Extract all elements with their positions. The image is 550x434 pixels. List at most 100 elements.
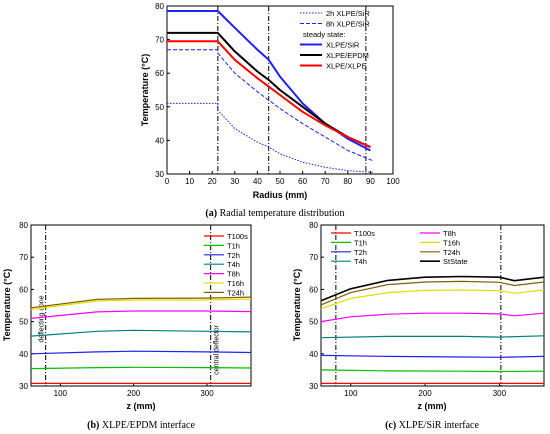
a-xtick-label: 20 (208, 177, 217, 186)
c-ytick-label: 40 (309, 350, 318, 359)
b-series-line (30, 296, 252, 309)
c-series-line (320, 280, 545, 306)
b-ytick-label: 80 (19, 221, 28, 230)
a-caption-text: Radial temperature distribution (217, 208, 344, 219)
c-series-line (320, 289, 545, 310)
b-series-line (30, 366, 252, 370)
a-caption: (a) Radial temperature distribution (205, 208, 344, 219)
c-series-line (320, 354, 545, 358)
c-legend-label: T100s (354, 229, 375, 238)
b-ytick-label: 70 (19, 253, 28, 262)
a-ytick-label: 40 (155, 136, 164, 145)
a-xlabel: Radius (mm) (253, 190, 308, 200)
c-legend-label: T4h (354, 257, 367, 266)
a-xtick-label: 90 (366, 177, 375, 186)
b-legend-label: T2h (227, 251, 240, 260)
c-xtick-label: 200 (418, 389, 432, 398)
b-vline-label: deflecting cone (39, 295, 46, 342)
b-xtick-label: 300 (200, 389, 214, 398)
a-xtick-label: 10 (185, 177, 194, 186)
c-series-line (320, 312, 545, 323)
c-ytick-label: 80 (309, 221, 318, 230)
b-series-line (30, 329, 252, 337)
b-ylabel: Temperature (°C) (2, 269, 12, 341)
c-xlabel: z (mm) (418, 401, 447, 411)
a-caption-letter: (a) (205, 208, 217, 219)
a-ylabel: Temperature (°C) (140, 54, 150, 126)
c-ytick-label: 70 (309, 253, 318, 262)
plot-frame-c (320, 224, 545, 387)
b-legend-label: T4h (227, 260, 240, 269)
panel-a: 0 10 20 30 40 50 60 70 80 90 100 30 40 50 60 70 80 2h XL… (140, 2, 400, 219)
a-xtick-label: 50 (276, 177, 285, 186)
c-ytick-label: 60 (309, 285, 318, 294)
b-xlabel: z (mm) (127, 401, 156, 411)
c-caption-text: XLPE/SiR interface (396, 420, 479, 431)
b-legend-label: T8h (227, 270, 240, 279)
a-xtick-label: 0 (165, 177, 170, 186)
a-tick-group: 0 10 20 30 40 50 60 70 80 90 100 30 40 50 60 70 80 (155, 2, 400, 186)
b-series-line (30, 298, 252, 310)
b-ytick-label: 60 (19, 285, 28, 294)
a-legend-label: XLPE/SiR (326, 41, 360, 50)
a-ytick-label: 60 (155, 69, 164, 78)
c-ytick-label: 50 (309, 318, 318, 327)
a-xtick-label: 30 (230, 177, 239, 186)
a-legend-label: 2h XLPE/SiR (326, 9, 370, 18)
b-legend-label: T24h (227, 288, 244, 297)
b-legend-label: T1h (227, 241, 240, 250)
b-caption-letter: (b) (87, 420, 99, 431)
a-series-group (167, 10, 373, 173)
a-ytick-label: 70 (155, 36, 164, 45)
c-caption: (c) XLPE/SiR interface (385, 420, 479, 431)
a-ytick-label: 80 (155, 2, 164, 11)
b-xtick-label: 100 (54, 389, 68, 398)
b-legend-label: T100s (227, 232, 248, 241)
b-ytick-label: 40 (19, 350, 28, 359)
b-caption-text: XLPE/EPDM interface (99, 420, 195, 431)
c-series-group (320, 275, 545, 384)
plot-frame-b (30, 224, 252, 387)
b-xtick-label: 200 (127, 389, 141, 398)
c-series-line (320, 335, 545, 339)
b-caption: (b) XLPE/EPDM interface (87, 420, 195, 431)
c-legend-label: T1h (354, 238, 367, 247)
a-series-line (167, 102, 373, 173)
c-vline-group (335, 225, 502, 386)
a-legend-label: 8h XLPE/SiR (326, 20, 370, 29)
a-xtick-label: 70 (321, 177, 330, 186)
a-ytick-label: 30 (155, 170, 164, 179)
c-legend-label: T16h (443, 238, 460, 247)
b-tick-group: 100 200 300 30 40 50 60 70 80 (19, 221, 214, 398)
c-tick-group: 100 200 300 30 40 50 60 70 80 (309, 221, 507, 398)
b-legend-label: T16h (227, 279, 244, 288)
c-series-line (320, 275, 545, 302)
a-legend-subheader: steady state: (303, 30, 346, 39)
c-legend-label: T24h (443, 248, 460, 257)
a-xtick-label: 40 (253, 177, 262, 186)
a-xtick-label: 100 (386, 177, 400, 186)
b-series-group (30, 296, 252, 384)
a-ytick-label: 50 (155, 103, 164, 112)
a-xtick-label: 60 (298, 177, 307, 186)
panel-b: 100 200 300 30 40 50 60 70 80 deflecting cone cen… (2, 221, 252, 431)
c-legend-label: T8h (443, 229, 456, 238)
a-legend-label: XLPE/XLPE (326, 62, 366, 71)
a-legend-label: XLPE/EPDM (326, 51, 369, 60)
a-series-line (167, 49, 373, 162)
c-caption-letter: (c) (385, 420, 396, 431)
b-ytick-label: 50 (19, 318, 28, 327)
b-series-line (30, 310, 252, 319)
c-xtick-label: 100 (344, 389, 358, 398)
c-series-line (320, 369, 545, 373)
c-ytick-label: 30 (309, 382, 318, 391)
a-series-line (167, 40, 371, 149)
c-legend-label: StState (443, 257, 468, 266)
c-legend-label: T2h (354, 248, 367, 257)
b-ytick-label: 30 (19, 382, 28, 391)
